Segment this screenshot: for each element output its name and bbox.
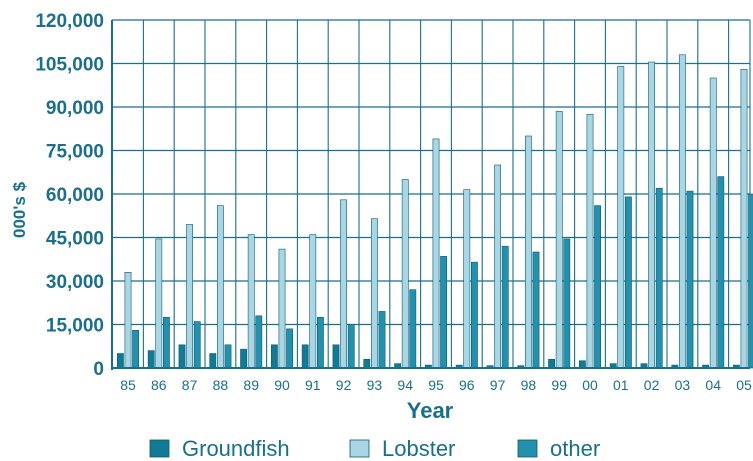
bar-other-00 <box>594 205 601 369</box>
y-tick-label: 30,000 <box>46 272 104 293</box>
x-tick-label: 89 <box>243 377 259 393</box>
axes <box>111 20 750 370</box>
x-tick-label: 86 <box>151 377 167 393</box>
x-tick-label: 93 <box>367 377 383 393</box>
x-tick-label: 85 <box>120 377 136 393</box>
bar-lobster-95 <box>432 138 440 369</box>
bar-lobster-98 <box>524 135 532 369</box>
legend-label-lobster: Lobster <box>382 436 455 461</box>
bar-groundfish-89 <box>240 348 247 369</box>
bar-other-91 <box>316 316 324 369</box>
bar-other-93 <box>378 311 386 369</box>
bar-other-86 <box>163 316 170 369</box>
bar-lobster-02 <box>648 61 655 369</box>
x-tick-label: 96 <box>459 377 475 393</box>
legend-swatch-groundfish <box>149 439 170 458</box>
bar-groundfish-86 <box>147 350 155 369</box>
x-tick-label: 98 <box>521 377 537 393</box>
grid <box>111 19 751 369</box>
y-tick-label: 120,000 <box>35 11 104 32</box>
bar-groundfish-90 <box>270 344 278 369</box>
bar-other-92 <box>347 324 355 369</box>
bar-other-05 <box>748 193 753 369</box>
bar-other-04 <box>717 176 725 369</box>
bar-groundfish-92 <box>332 344 340 369</box>
bar-lobster-90 <box>278 248 286 369</box>
bar-other-95 <box>440 256 447 369</box>
x-tick-label: 91 <box>305 377 321 393</box>
bars <box>117 54 753 369</box>
y-tick-labels: 0 15,000 30,000 45,000 60,000 75,000 90,000 105… <box>35 11 104 380</box>
legend-label-groundfish: Groundfish <box>182 436 290 461</box>
x-tick-label: 05 <box>736 377 752 393</box>
x-tick-label: 00 <box>582 377 598 393</box>
y-tick-label: 45,000 <box>46 229 104 250</box>
bar-groundfish-91 <box>301 344 309 369</box>
bar-lobster-05 <box>740 69 748 369</box>
y-tick-label: 75,000 <box>46 142 104 163</box>
bar-other-89 <box>255 315 263 369</box>
bar-lobster-04 <box>709 77 717 369</box>
bar-lobster-88 <box>217 205 224 369</box>
bar-other-02 <box>655 187 663 369</box>
bar-lobster-92 <box>340 199 347 369</box>
bar-groundfish-99 <box>548 358 555 369</box>
bar-other-96 <box>470 261 478 369</box>
y-tick-label: 105,000 <box>35 55 104 76</box>
x-tick-label: 01 <box>613 377 629 393</box>
bar-groundfish-85 <box>117 353 124 369</box>
bar-lobster-03 <box>678 54 686 369</box>
x-tick-label: 97 <box>490 377 506 393</box>
x-tick-label: 04 <box>705 377 721 393</box>
bar-other-98 <box>532 251 540 369</box>
bar-lobster-93 <box>370 218 378 369</box>
bar-groundfish-88 <box>209 353 217 369</box>
bar-other-97 <box>501 245 509 369</box>
bar-other-90 <box>286 328 293 369</box>
bar-lobster-89 <box>247 234 255 369</box>
bar-lobster-87 <box>186 224 193 369</box>
legend-swatch-lobster <box>349 439 370 458</box>
y-axis-title: 000's $ <box>10 181 29 238</box>
x-tick-label: 92 <box>336 377 352 393</box>
x-tick-label: 99 <box>551 377 567 393</box>
y-tick-label: 15,000 <box>46 316 104 337</box>
bar-lobster-94 <box>401 179 409 369</box>
y-tick-label: 90,000 <box>46 98 104 119</box>
bar-other-88 <box>224 344 232 369</box>
x-tick-label: 95 <box>428 377 444 393</box>
legend: Groundfish Lobster other <box>149 436 600 461</box>
bar-other-85 <box>132 329 139 369</box>
bar-other-94 <box>409 289 417 369</box>
bar-lobster-85 <box>124 271 132 369</box>
x-tick-label: 03 <box>675 377 691 393</box>
bar-other-87 <box>193 321 201 369</box>
bar-groundfish-87 <box>178 344 186 369</box>
legend-label-other: other <box>550 436 600 461</box>
bar-lobster-00 <box>586 113 594 369</box>
x-tick-label: 94 <box>397 377 413 393</box>
bar-lobster-96 <box>463 189 471 369</box>
x-tick-label: 90 <box>274 377 290 393</box>
y-tick-label: 0 <box>93 359 104 380</box>
x-tick-label: 88 <box>213 377 229 393</box>
bar-other-01 <box>624 196 632 369</box>
bar-lobster-99 <box>555 111 563 369</box>
x-tick-label: 87 <box>182 377 198 393</box>
bar-groundfish-00 <box>578 360 586 369</box>
bar-groundfish-93 <box>363 358 371 369</box>
bar-lobster-91 <box>309 234 317 369</box>
bar-other-99 <box>563 238 571 369</box>
x-axis-title: Year <box>407 398 454 423</box>
legend-swatch-other <box>517 439 538 458</box>
x-tick-label: 02 <box>644 377 660 393</box>
y-tick-label: 60,000 <box>46 185 104 206</box>
bar-lobster-86 <box>155 238 163 369</box>
x-tick-labels: 85 86 87 88 89 90 91 92 93 94 95 96 97 98 99 00 01 02 03 04… <box>120 377 752 393</box>
bar-other-03 <box>686 190 694 369</box>
bar-lobster-97 <box>494 164 501 369</box>
bar-lobster-01 <box>617 66 625 369</box>
